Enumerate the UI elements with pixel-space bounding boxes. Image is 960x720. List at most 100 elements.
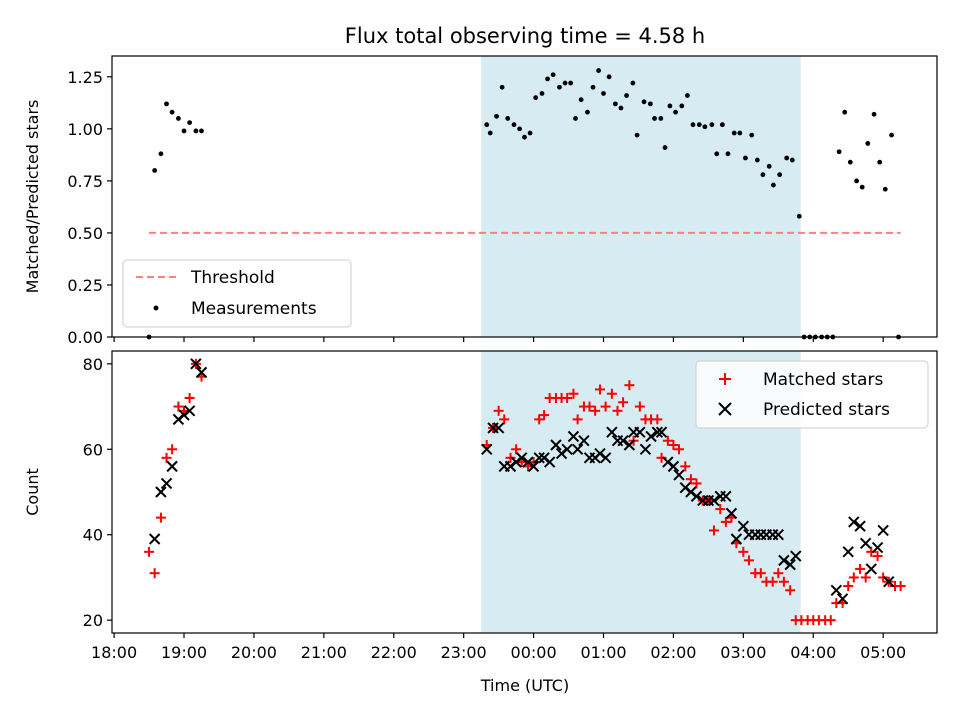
legend-frame: [695, 360, 929, 429]
x-tick-label: 04:00: [790, 643, 836, 662]
axes-frame: [111, 350, 938, 634]
data-point: [871, 111, 877, 117]
data-point: [836, 149, 842, 155]
data-point: [515, 452, 528, 464]
data-point: [585, 109, 590, 115]
data-point: [743, 555, 754, 566]
data-point: [493, 405, 504, 416]
y-tick-label: 60: [83, 440, 103, 459]
data-point: [158, 151, 164, 157]
data-point: [590, 405, 601, 416]
data-point: [193, 128, 199, 134]
y-axis-label-count: Count: [23, 468, 42, 516]
data-point: [634, 426, 646, 438]
data-point: [618, 105, 624, 111]
y-axis-ratio: 0.00 0.25 0.50 0.75 1.00 1.25: [67, 68, 112, 347]
data-point: [785, 585, 796, 596]
data-point: [836, 593, 849, 605]
data-point: [176, 116, 181, 121]
data-point: [601, 91, 606, 96]
data-point: [499, 414, 510, 425]
x-tick-label: 20:00: [231, 643, 277, 662]
data-point: [784, 558, 796, 571]
data-point: [578, 97, 584, 103]
axes-frame: [111, 55, 938, 338]
data-point: [883, 576, 895, 588]
x-tick-label: 01:00: [580, 643, 626, 662]
data-point: [696, 122, 702, 128]
data-point: [190, 358, 202, 370]
data-point: [842, 109, 848, 115]
data-point: [830, 584, 843, 596]
y-tick-label: 80: [83, 355, 103, 374]
data-point: [770, 182, 776, 188]
data-point: [877, 159, 883, 165]
y-tick-label: 40: [83, 526, 103, 545]
x-tick-label: 23:00: [441, 643, 487, 662]
data-point: [855, 563, 866, 574]
data-point: [617, 435, 629, 447]
data-point: [492, 422, 505, 434]
legend-counts: Matched stars Predicted stars: [695, 360, 929, 429]
data-point: [690, 122, 696, 128]
data-point: [796, 213, 802, 219]
data-point: [184, 393, 195, 403]
data-point: [882, 186, 888, 192]
data-point: [680, 461, 691, 472]
data-point: [149, 568, 160, 579]
legend-predicted-swatch: [718, 402, 732, 416]
data-point: [568, 80, 574, 86]
data-point: [606, 74, 612, 80]
y-tick-label: 20: [83, 611, 103, 630]
data-point: [673, 109, 678, 115]
data-point: [685, 93, 690, 98]
y-tick-label: 1.00: [67, 120, 103, 139]
data-point: [634, 401, 645, 412]
data-point: [639, 443, 652, 455]
data-point: [842, 546, 854, 558]
data-point: [645, 430, 657, 443]
data-point: [148, 533, 161, 545]
data-point: [187, 120, 193, 126]
data-point: [825, 615, 836, 626]
data-point: [725, 151, 731, 157]
data-point: [161, 452, 172, 463]
x-tick-label: 19:00: [161, 643, 207, 662]
data-point: [630, 80, 636, 86]
legend-frame: [122, 259, 352, 328]
data-point: [167, 444, 178, 455]
data-point: [561, 443, 573, 455]
panel-ratio: 0.00 0.25 0.50 0.75 1.00 1.25 Matched/Predict…: [23, 55, 938, 347]
data-point: [847, 159, 853, 165]
data-point: [843, 581, 854, 591]
data-point: [606, 388, 617, 399]
data-point: [567, 430, 580, 443]
data-point: [730, 533, 743, 545]
data-point: [708, 525, 719, 536]
data-point: [667, 103, 673, 109]
data-point: [572, 414, 583, 425]
y-axis-count: 20 40 60 80: [83, 355, 112, 630]
data-point: [889, 132, 894, 138]
x-axis-ticks-top: [113, 337, 884, 342]
data-point: [895, 581, 906, 591]
legend-threshold-label: Threshold: [190, 268, 275, 288]
data-point: [655, 426, 668, 438]
y-tick-label: 0.00: [67, 328, 103, 347]
legend-matched-label: Matched stars: [763, 370, 883, 390]
data-point: [571, 443, 584, 455]
data-point: [511, 444, 522, 455]
data-point: [527, 130, 533, 136]
data-point: [164, 101, 169, 107]
data-point: [484, 122, 490, 128]
y-tick-label: 0.50: [67, 224, 103, 243]
x-tick-label: 03:00: [720, 643, 766, 662]
data-point: [708, 494, 720, 507]
data-point: [667, 460, 680, 473]
chart-title: Flux total observing time = 4.58 h: [345, 24, 705, 48]
data-point: [859, 184, 865, 190]
data-point: [854, 520, 866, 532]
data-point: [596, 68, 602, 73]
data-point: [539, 410, 550, 421]
